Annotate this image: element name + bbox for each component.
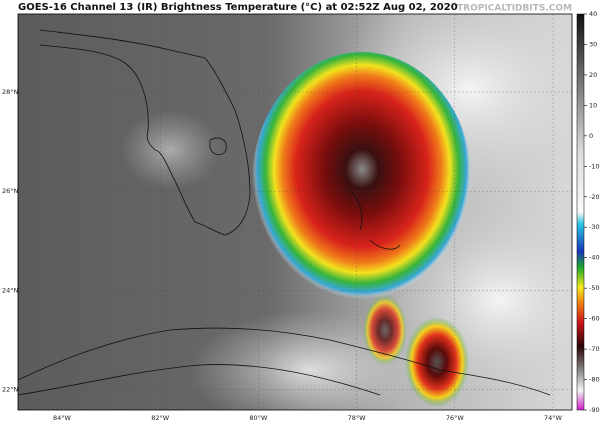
colorbar-tick-label: -80 xyxy=(589,376,600,384)
longitude-label: 78°W xyxy=(348,414,367,422)
colorbar-tick-label: 10 xyxy=(589,101,597,109)
colorbar-tick-label: -50 xyxy=(589,284,600,292)
satellite-image xyxy=(18,14,572,410)
colorbar-tick-label: 20 xyxy=(589,71,597,79)
map-frame xyxy=(17,13,573,411)
colorbar xyxy=(576,13,585,411)
longitude-label: 80°W xyxy=(249,414,268,422)
title: GOES-16 Channel 13 (IR) Brightness Tempe… xyxy=(18,2,458,13)
colorbar-tick-label: -60 xyxy=(589,315,600,323)
colorbar-tick-label: -40 xyxy=(589,254,600,262)
colorbar-tick-label: 30 xyxy=(589,40,597,48)
watermark: TROPICALTIDBITS.COM xyxy=(457,4,572,14)
latitude-label: 26°N xyxy=(2,187,19,195)
latitude-label: 28°N xyxy=(2,88,19,96)
colorbar-tick-label: -30 xyxy=(589,223,600,231)
colorbar-tick-label: 0 xyxy=(589,132,593,140)
colorbar-tick-label: -20 xyxy=(589,193,600,201)
longitude-label: 84°W xyxy=(53,414,72,422)
graticule xyxy=(18,14,572,410)
colorbar-tick-label: -90 xyxy=(589,406,600,414)
longitude-label: 74°W xyxy=(544,414,563,422)
longitude-label: 76°W xyxy=(446,414,465,422)
longitude-label: 82°W xyxy=(151,414,170,422)
latitude-label: 22°N xyxy=(2,386,19,394)
colorbar-tick-label: -70 xyxy=(589,345,600,353)
latitude-label: 24°N xyxy=(2,286,19,294)
colorbar-tick-label: 40 xyxy=(589,10,597,18)
colorbar-tick-label: -10 xyxy=(589,162,600,170)
